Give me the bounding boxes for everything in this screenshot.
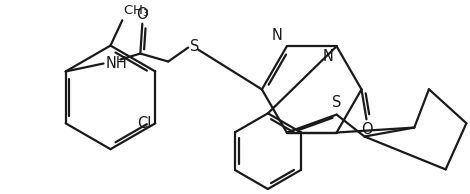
Text: CH$_3$: CH$_3$ xyxy=(123,4,150,19)
Text: S: S xyxy=(190,39,200,54)
Text: Cl: Cl xyxy=(137,116,151,131)
Text: S: S xyxy=(332,95,341,110)
Text: N: N xyxy=(323,49,334,64)
Text: NH: NH xyxy=(105,56,127,71)
Text: O: O xyxy=(360,122,372,137)
Text: O: O xyxy=(136,7,148,22)
Text: N: N xyxy=(272,28,283,43)
